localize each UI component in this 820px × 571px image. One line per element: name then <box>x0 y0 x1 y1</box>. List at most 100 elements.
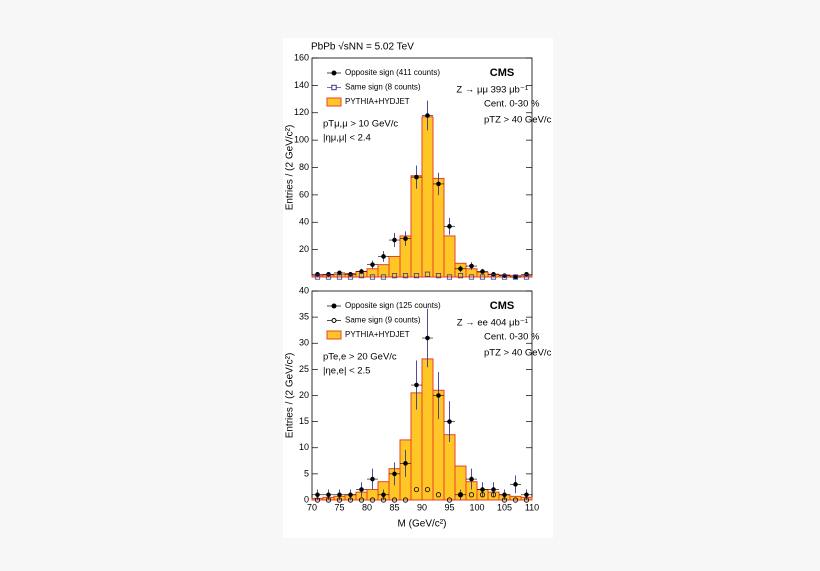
y-tick-label: 60 <box>299 189 309 199</box>
data-point <box>337 492 342 498</box>
data-point <box>490 492 497 498</box>
data-point <box>348 492 353 498</box>
data-point <box>381 492 386 498</box>
y-tick-label: 15 <box>299 416 309 426</box>
data-point <box>523 274 530 280</box>
y-tick-label: 0 <box>304 494 309 504</box>
y-tick-label: 30 <box>299 338 309 348</box>
data-point <box>325 497 332 503</box>
experiment-label: CMS <box>490 67 514 79</box>
hist-bin <box>443 235 456 278</box>
y-tick-label: 10 <box>299 442 309 452</box>
x-tick-label: 75 <box>334 502 344 512</box>
data-point <box>513 274 518 280</box>
legend-label: Same sign (9 counts) <box>345 316 421 325</box>
data-point <box>381 254 386 259</box>
data-point <box>336 274 343 280</box>
data-point <box>347 497 354 503</box>
data-point <box>469 476 474 482</box>
legend-swatch <box>326 97 342 107</box>
y-tick-label: 25 <box>299 364 309 374</box>
hist-bin <box>410 175 423 278</box>
data-point <box>524 271 529 277</box>
data-point <box>392 471 397 477</box>
data-point <box>326 271 331 277</box>
annotation: |ηe,e| < 2.5 <box>323 366 370 377</box>
hist-bin <box>465 268 478 278</box>
data-point <box>469 263 474 269</box>
data-point <box>435 273 442 279</box>
data-point <box>413 486 420 493</box>
data-point <box>512 497 519 503</box>
hist-bin <box>366 489 379 501</box>
data-point <box>447 224 452 229</box>
data-point <box>413 273 420 279</box>
data-point <box>314 497 321 503</box>
data-point <box>501 274 508 280</box>
hist-bin <box>388 255 401 278</box>
x-tick-label: 80 <box>362 502 372 512</box>
y-tick-label: 20 <box>299 244 309 254</box>
legend-label: Same sign (8 counts) <box>345 83 421 92</box>
data-point <box>369 274 376 280</box>
annotation: Cent. 0-30 % <box>484 99 540 110</box>
data-point <box>479 492 486 498</box>
data-point <box>337 270 342 276</box>
data-point <box>359 487 364 492</box>
annotation: Z → ee 404 μb⁻¹ <box>457 318 528 329</box>
data-point <box>369 497 376 503</box>
data-point <box>491 487 496 492</box>
hist-bin <box>443 434 456 501</box>
data-point <box>490 274 497 280</box>
x-axis-title: M (GeV/c²) <box>398 519 447 530</box>
data-point <box>370 262 375 267</box>
x-tick-label: 95 <box>444 502 454 512</box>
annotation: pTe,e > 20 GeV/c <box>323 352 397 363</box>
annotation: pTμ,μ > 10 GeV/c <box>323 119 398 130</box>
data-point <box>336 497 343 503</box>
legend-marker <box>331 303 337 309</box>
data-point <box>480 487 485 492</box>
y-tick-label: 80 <box>299 162 309 172</box>
data-point <box>402 497 409 503</box>
data-point <box>502 273 507 278</box>
data-point <box>326 492 331 498</box>
data-point <box>468 492 475 498</box>
data-point <box>315 492 320 498</box>
y-axis-title: Entries / (2 GeV/c²) <box>285 125 296 211</box>
y-tick-label: 160 <box>294 52 309 62</box>
y-tick-label: 40 <box>299 285 309 295</box>
legend-label: Opposite sign (411 counts) <box>345 68 440 77</box>
x-tick-label: 90 <box>417 502 427 512</box>
data-point <box>402 273 409 279</box>
annotation: pTZ > 40 GeV/c <box>484 348 552 359</box>
legend-swatch <box>326 330 342 340</box>
data-point <box>424 271 431 277</box>
x-tick-label: 110 <box>525 502 539 512</box>
legend-label: PYTHIA+HYDJET <box>345 97 410 106</box>
data-point <box>512 274 519 280</box>
data-point <box>435 492 442 498</box>
hist-bin <box>421 116 434 278</box>
data-point <box>446 274 453 280</box>
data-point <box>315 271 320 277</box>
data-point <box>347 274 354 280</box>
data-point <box>446 497 453 503</box>
data-point <box>523 497 530 503</box>
data-point <box>391 273 398 279</box>
x-tick-label: 85 <box>389 502 399 512</box>
legend-marker <box>331 318 337 323</box>
data-point <box>458 266 463 272</box>
data-point <box>502 492 507 498</box>
annotation: pTZ > 40 GeV/c <box>484 115 552 126</box>
experiment-label: CMS <box>490 300 514 312</box>
data-point <box>392 237 397 243</box>
data-point <box>491 271 496 277</box>
data-point <box>447 419 452 424</box>
annotation: Z → μμ 393 μb⁻¹ <box>456 85 528 96</box>
data-point <box>424 486 431 493</box>
data-point <box>359 269 364 274</box>
y-tick-label: 20 <box>299 390 309 400</box>
data-point <box>314 274 321 280</box>
data-point <box>457 273 464 279</box>
